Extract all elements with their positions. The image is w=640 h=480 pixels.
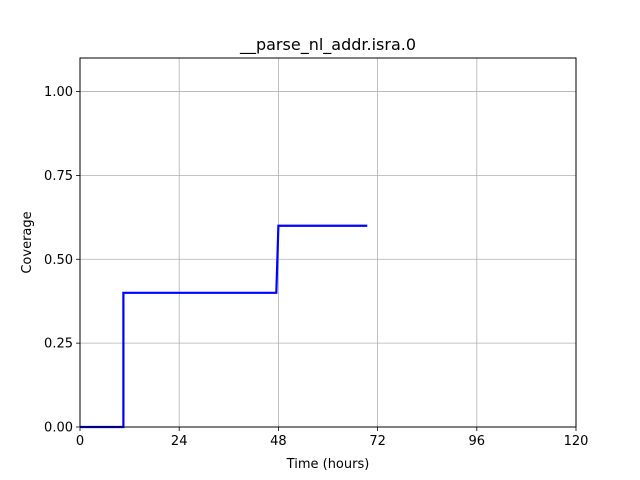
y-tick-label: 0.50 [44,253,73,268]
y-axis-label: Coverage [20,211,35,273]
y-axis-ticks: 0.00 0.25 0.50 0.75 1.00 [44,85,80,436]
x-tick-label: 120 [564,434,589,449]
y-tick-label: 0.00 [44,421,73,436]
x-axis-label: Time (hours) [286,457,370,472]
y-tick-label: 1.00 [44,85,73,100]
x-tick-label: 24 [171,434,188,449]
x-tick-label: 0 [76,434,84,449]
x-tick-label: 96 [469,434,486,449]
y-tick-label: 0.25 [44,337,73,352]
y-tick-label: 0.75 [44,169,73,184]
x-axis-ticks: 0 24 48 72 96 120 [76,427,589,449]
plot-frame [79,57,577,428]
x-tick-label: 72 [369,434,386,449]
x-tick-label: 48 [270,434,287,449]
chart-title: __parse_nl_addr.isra.0 [239,35,416,55]
